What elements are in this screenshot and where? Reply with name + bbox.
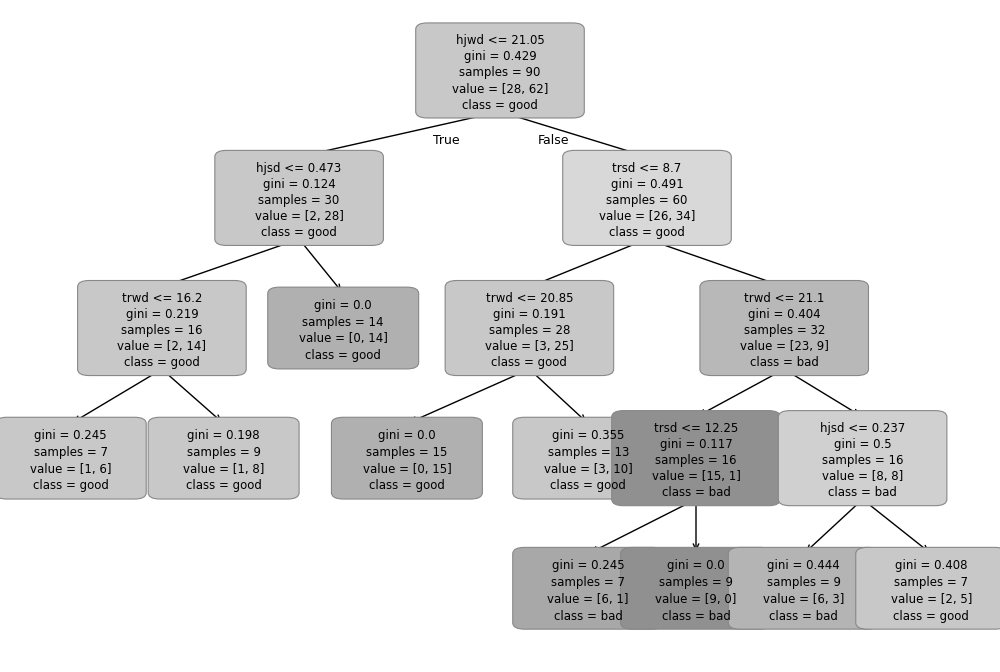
Text: samples = 28: samples = 28 bbox=[489, 324, 570, 337]
Text: value = [9, 0]: value = [9, 0] bbox=[655, 593, 737, 605]
FancyBboxPatch shape bbox=[215, 151, 383, 245]
Text: class = good: class = good bbox=[491, 356, 567, 369]
FancyBboxPatch shape bbox=[700, 280, 868, 376]
Text: hjwd <= 21.05: hjwd <= 21.05 bbox=[456, 34, 544, 47]
Text: gini = 0.219: gini = 0.219 bbox=[126, 308, 198, 321]
Text: class = bad: class = bad bbox=[750, 356, 819, 369]
Text: samples = 16: samples = 16 bbox=[655, 454, 737, 467]
Text: samples = 14: samples = 14 bbox=[302, 316, 384, 329]
Text: gini = 0.245: gini = 0.245 bbox=[34, 429, 107, 442]
Text: samples = 7: samples = 7 bbox=[894, 576, 968, 589]
FancyBboxPatch shape bbox=[78, 280, 246, 376]
Text: gini = 0.245: gini = 0.245 bbox=[552, 559, 625, 572]
FancyBboxPatch shape bbox=[563, 151, 731, 245]
FancyBboxPatch shape bbox=[148, 417, 299, 499]
Text: gini = 0.444: gini = 0.444 bbox=[767, 559, 840, 572]
Text: class = good: class = good bbox=[186, 479, 262, 493]
Text: samples = 90: samples = 90 bbox=[459, 67, 541, 79]
Text: class = bad: class = bad bbox=[554, 610, 623, 622]
FancyBboxPatch shape bbox=[445, 280, 614, 376]
Text: samples = 9: samples = 9 bbox=[767, 576, 841, 589]
FancyBboxPatch shape bbox=[856, 548, 1000, 629]
Text: class = good: class = good bbox=[893, 610, 969, 622]
Text: trsd <= 8.7: trsd <= 8.7 bbox=[612, 161, 682, 175]
Text: class = good: class = good bbox=[124, 356, 200, 369]
Text: trwd <= 20.85: trwd <= 20.85 bbox=[486, 292, 573, 304]
Text: gini = 0.0: gini = 0.0 bbox=[378, 429, 436, 442]
Text: samples = 60: samples = 60 bbox=[606, 194, 688, 207]
FancyBboxPatch shape bbox=[778, 411, 947, 506]
Text: class = good: class = good bbox=[550, 479, 626, 493]
Text: value = [23, 9]: value = [23, 9] bbox=[740, 340, 829, 353]
Text: value = [1, 8]: value = [1, 8] bbox=[183, 462, 264, 476]
Text: gini = 0.0: gini = 0.0 bbox=[667, 559, 725, 572]
Text: value = [0, 15]: value = [0, 15] bbox=[363, 462, 451, 476]
Text: value = [3, 25]: value = [3, 25] bbox=[485, 340, 574, 353]
Text: samples = 9: samples = 9 bbox=[659, 576, 733, 589]
Text: samples = 13: samples = 13 bbox=[548, 446, 629, 459]
FancyBboxPatch shape bbox=[513, 548, 664, 629]
Text: value = [2, 28]: value = [2, 28] bbox=[255, 210, 344, 223]
Text: trwd <= 21.1: trwd <= 21.1 bbox=[744, 292, 824, 304]
Text: value = [1, 6]: value = [1, 6] bbox=[30, 462, 112, 476]
Text: value = [6, 3]: value = [6, 3] bbox=[763, 593, 844, 605]
Text: value = [8, 8]: value = [8, 8] bbox=[822, 470, 903, 483]
Text: True: True bbox=[433, 134, 459, 147]
Text: samples = 7: samples = 7 bbox=[551, 576, 625, 589]
Text: False: False bbox=[538, 134, 570, 147]
Text: gini = 0.0: gini = 0.0 bbox=[314, 299, 372, 312]
Text: value = [28, 62]: value = [28, 62] bbox=[452, 83, 548, 95]
Text: value = [2, 14]: value = [2, 14] bbox=[117, 340, 206, 353]
Text: value = [3, 10]: value = [3, 10] bbox=[544, 462, 633, 476]
Text: gini = 0.117: gini = 0.117 bbox=[660, 438, 732, 451]
Text: samples = 7: samples = 7 bbox=[34, 446, 108, 459]
FancyBboxPatch shape bbox=[416, 23, 584, 118]
FancyBboxPatch shape bbox=[0, 417, 146, 499]
Text: class = good: class = good bbox=[261, 226, 337, 239]
Text: value = [6, 1]: value = [6, 1] bbox=[547, 593, 629, 605]
Text: class = bad: class = bad bbox=[662, 610, 730, 622]
Text: gini = 0.124: gini = 0.124 bbox=[263, 177, 335, 191]
Text: gini = 0.355: gini = 0.355 bbox=[552, 429, 624, 442]
Text: hjsd <= 0.473: hjsd <= 0.473 bbox=[256, 161, 342, 175]
Text: samples = 30: samples = 30 bbox=[258, 194, 340, 207]
Text: samples = 32: samples = 32 bbox=[744, 324, 825, 337]
FancyBboxPatch shape bbox=[513, 417, 664, 499]
Text: value = [0, 14]: value = [0, 14] bbox=[299, 333, 388, 345]
Text: samples = 16: samples = 16 bbox=[121, 324, 203, 337]
Text: gini = 0.491: gini = 0.491 bbox=[611, 177, 683, 191]
Text: class = good: class = good bbox=[462, 99, 538, 112]
FancyBboxPatch shape bbox=[621, 548, 771, 629]
FancyBboxPatch shape bbox=[331, 417, 482, 499]
Text: value = [2, 5]: value = [2, 5] bbox=[891, 593, 972, 605]
Text: class = bad: class = bad bbox=[828, 487, 897, 499]
Text: class = good: class = good bbox=[369, 479, 445, 493]
Text: gini = 0.429: gini = 0.429 bbox=[464, 50, 536, 63]
Text: value = [15, 1]: value = [15, 1] bbox=[652, 470, 740, 483]
Text: class = bad: class = bad bbox=[662, 487, 730, 499]
Text: trsd <= 12.25: trsd <= 12.25 bbox=[654, 422, 738, 435]
Text: gini = 0.5: gini = 0.5 bbox=[834, 438, 891, 451]
Text: gini = 0.198: gini = 0.198 bbox=[187, 429, 260, 442]
FancyBboxPatch shape bbox=[612, 411, 780, 506]
Text: hjsd <= 0.237: hjsd <= 0.237 bbox=[820, 422, 905, 435]
Text: gini = 0.191: gini = 0.191 bbox=[493, 308, 566, 321]
Text: class = good: class = good bbox=[305, 349, 381, 362]
Text: class = good: class = good bbox=[33, 479, 109, 493]
FancyBboxPatch shape bbox=[728, 548, 879, 629]
Text: gini = 0.404: gini = 0.404 bbox=[748, 308, 821, 321]
Text: gini = 0.408: gini = 0.408 bbox=[895, 559, 967, 572]
Text: samples = 9: samples = 9 bbox=[187, 446, 261, 459]
Text: class = good: class = good bbox=[609, 226, 685, 239]
Text: samples = 16: samples = 16 bbox=[822, 454, 903, 467]
Text: value = [26, 34]: value = [26, 34] bbox=[599, 210, 695, 223]
Text: trwd <= 16.2: trwd <= 16.2 bbox=[122, 292, 202, 304]
Text: samples = 15: samples = 15 bbox=[366, 446, 448, 459]
FancyBboxPatch shape bbox=[268, 287, 419, 369]
Text: class = bad: class = bad bbox=[769, 610, 838, 622]
